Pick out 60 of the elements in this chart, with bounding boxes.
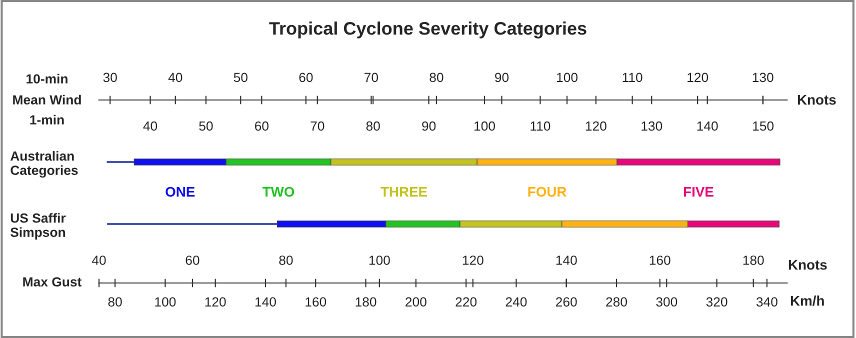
x2-tick-label: 40 (143, 121, 158, 131)
x2-tick-label: 110 (622, 72, 642, 82)
x-tick-label: 80 (108, 297, 122, 307)
x2-tick-label: 90 (422, 121, 436, 131)
x2-tick-label: 110 (530, 121, 550, 131)
x-tick-label: 80 (279, 256, 293, 265)
x-tick-label: 60 (186, 256, 200, 265)
x2-tick-label: 150 (753, 121, 774, 131)
x-tick-label: 280 (606, 297, 627, 307)
x2-tick-label: 130 (642, 121, 662, 131)
series-label: ONE (166, 186, 195, 197)
x-tick-label: 140 (556, 256, 577, 265)
x2-tick-label: 120 (586, 121, 606, 131)
series-label: TWO (262, 186, 294, 197)
x-tick-label: 40 (92, 256, 106, 265)
x2-axis-title: 1-min (30, 114, 64, 124)
x2-tick-label: 130 (752, 72, 774, 82)
x2-tick-label: 140 (697, 121, 718, 131)
x-tick-label: 160 (650, 256, 670, 265)
x-tick-label: 180 (356, 297, 376, 307)
x2-tick-label: 40 (168, 72, 182, 82)
y-tick-label: Australian Categories (10, 151, 78, 178)
x-tick-label: 120 (462, 256, 484, 265)
x-tick-label: 340 (756, 297, 778, 307)
x2-tick-label: 120 (688, 72, 708, 82)
x-tick-label: 220 (456, 297, 477, 307)
series-label: FOUR (528, 186, 566, 197)
x2-axis-title: Knots (798, 95, 836, 105)
x-axis-title: Km/h (790, 296, 824, 306)
x-tick-label: 320 (706, 297, 728, 307)
series-label: THREE (380, 187, 428, 197)
x2-tick-label: 60 (299, 72, 313, 82)
x2-tick-label: 60 (255, 121, 268, 131)
x-tick-label: 140 (255, 297, 276, 307)
x2-tick-label: 70 (364, 72, 378, 82)
x-tick-label: 160 (306, 297, 326, 307)
x-axis-title: Knots (788, 260, 827, 270)
x-tick-label: 120 (205, 297, 226, 307)
x2-tick-label: 50 (199, 121, 213, 131)
series-label: FIVE (684, 187, 714, 197)
x2-tick-label: 90 (495, 72, 509, 82)
y-tick-label: US Saffir Simpson (10, 213, 66, 240)
chart-title: Tropical Cyclone Severity Categories (269, 22, 586, 38)
x2-tick-label: 50 (234, 72, 248, 82)
x2-tick-label: 30 (103, 72, 117, 82)
x2-tick-label: 100 (557, 72, 578, 82)
text: Mean Wind (13, 94, 81, 105)
x-tick-label: 240 (506, 297, 527, 307)
x-tick-label: 100 (155, 297, 176, 307)
x-tick-label: 260 (556, 297, 577, 307)
x2-tick-label: 80 (430, 72, 444, 82)
x2-tick-label: 70 (310, 121, 324, 131)
x-tick-label: 300 (656, 297, 678, 307)
x2-tick-label: 100 (474, 121, 495, 131)
x-tick-label: 200 (406, 297, 426, 307)
x2-tick-label: 80 (366, 121, 380, 131)
x-tick-label: 100 (369, 256, 390, 265)
x-tick-label: 180 (743, 256, 764, 265)
text: Max Gust (23, 277, 82, 287)
text: 10-min (26, 74, 68, 84)
